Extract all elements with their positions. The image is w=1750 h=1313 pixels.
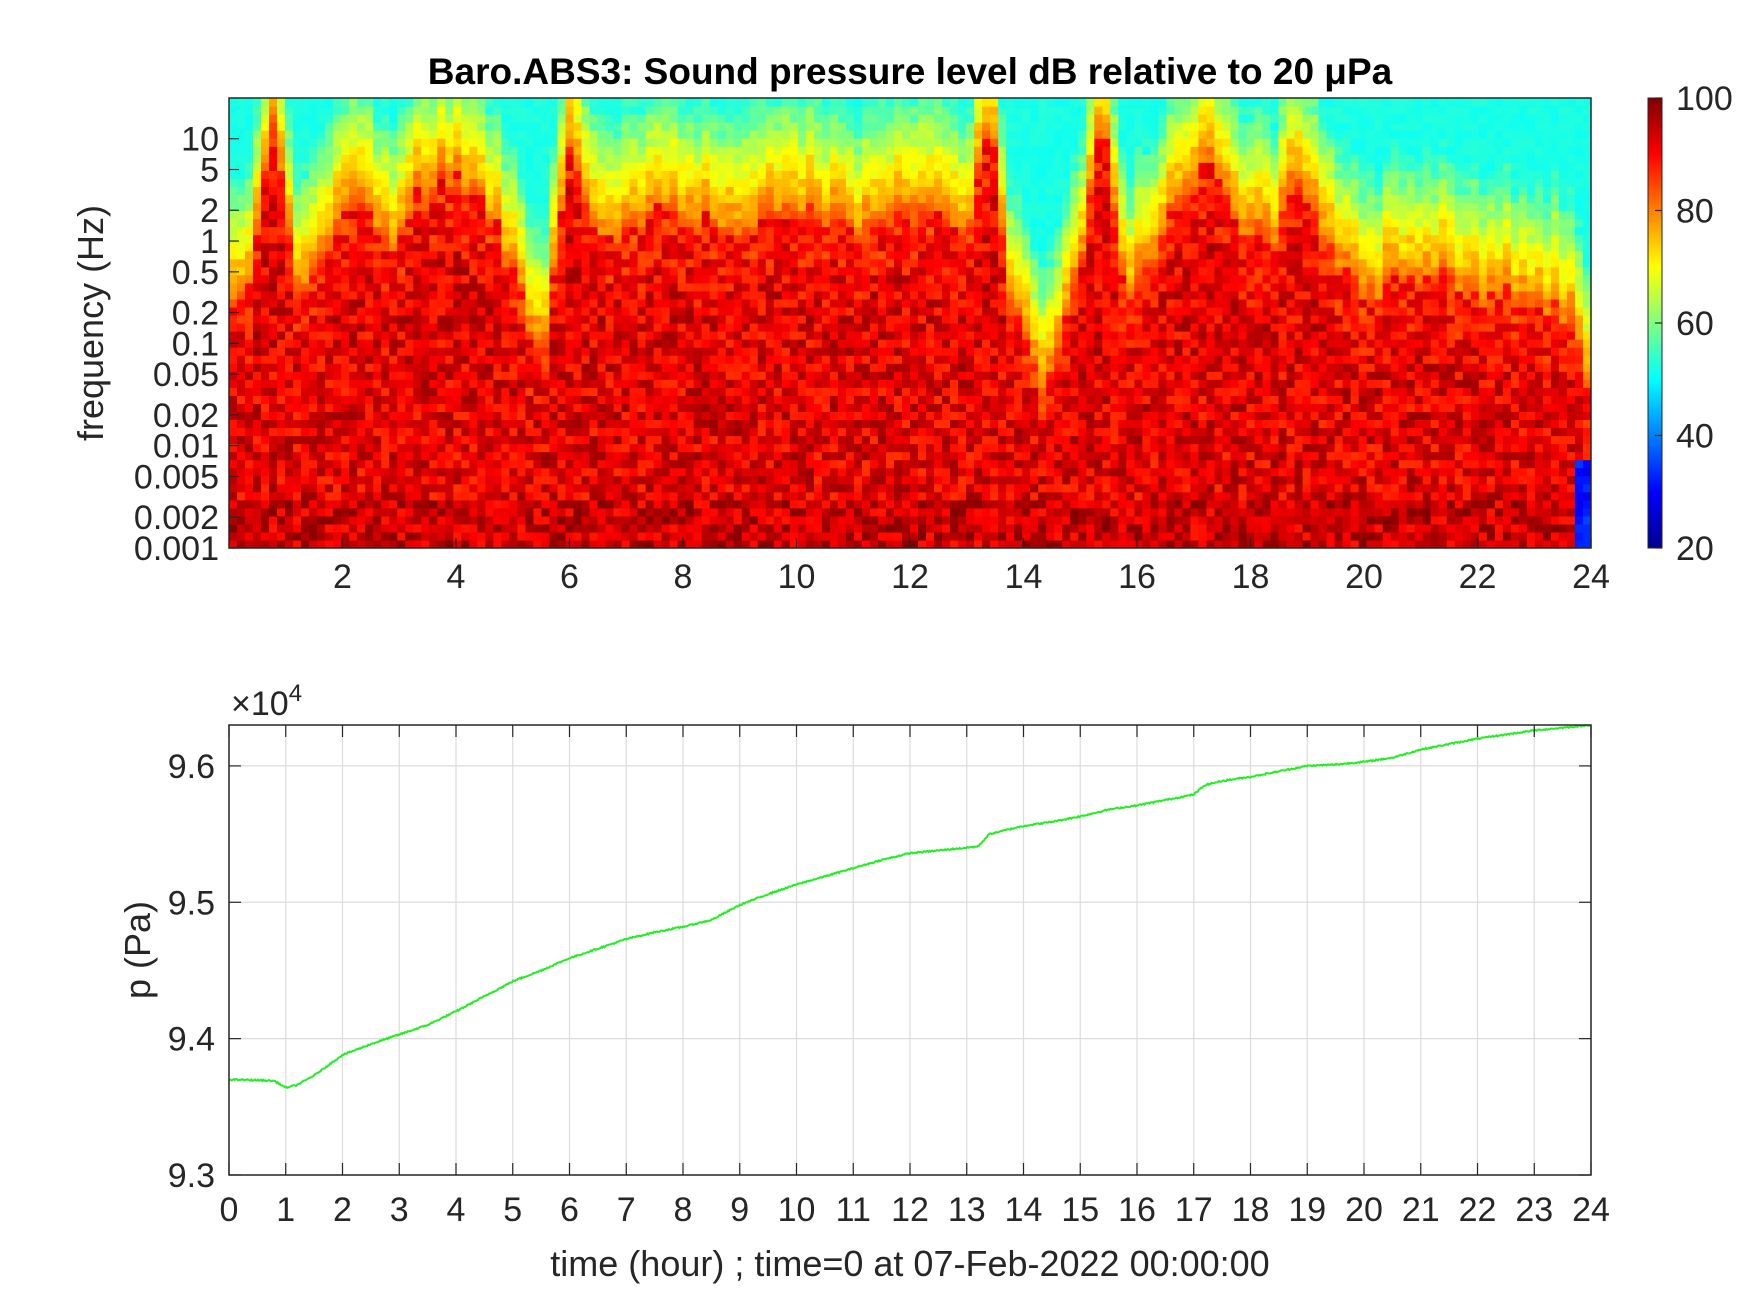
colorbar-tick-label: 60 xyxy=(1676,305,1714,343)
colorbar-tick-label: 40 xyxy=(1676,418,1714,456)
spectrogram-y-tick-label: 10 xyxy=(181,121,219,159)
spectrogram-x-tick-label: 18 xyxy=(1232,558,1270,596)
pressure-x-tick-label: 11 xyxy=(836,1191,871,1229)
pressure-series-line xyxy=(229,725,1591,1090)
pressure-y-tick-label: 9.3 xyxy=(168,1157,215,1195)
pressure-x-tick-label: 22 xyxy=(1459,1191,1497,1229)
pressure-x-tick-label: 21 xyxy=(1402,1191,1440,1229)
colorbar-tick-label: 20 xyxy=(1676,530,1714,568)
pressure-x-tick-label: 10 xyxy=(778,1191,816,1229)
spectrogram-y-tick-label: 5 xyxy=(200,152,219,190)
pressure-x-tick-label: 14 xyxy=(1005,1191,1043,1229)
spectrogram-y-ticks: 0.0010.0020.0050.010.020.050.10.20.51251… xyxy=(134,121,239,568)
pressure-x-tick-label: 20 xyxy=(1345,1191,1383,1229)
spectrogram-y-tick-label: 0.002 xyxy=(134,499,219,537)
spectrogram-x-tick-label: 6 xyxy=(560,558,579,596)
pressure-y-tick-label: 9.5 xyxy=(168,884,215,922)
pressure-x-label: time (hour) ; time=0 at 07-Feb-2022 00:0… xyxy=(550,1243,1269,1284)
spectrogram-y-tick-label: 0.2 xyxy=(172,295,219,333)
spectrogram-y-tick-label: 0.01 xyxy=(153,428,219,466)
spectrogram-y-tick-label: 0.1 xyxy=(172,325,219,363)
spectrogram-x-tick-label: 20 xyxy=(1345,558,1383,596)
spectrogram-y-tick-label: 1 xyxy=(200,223,219,261)
spectrogram-title: Baro.ABS3: Sound pressure level dB relat… xyxy=(428,51,1393,92)
pressure-y-tick-label: 9.6 xyxy=(168,748,215,786)
pressure-y-label: p (Pa) xyxy=(117,901,158,999)
pressure-x-tick-label: 23 xyxy=(1515,1191,1553,1229)
pressure-x-tick-label: 24 xyxy=(1572,1191,1610,1229)
pressure-x-tick-label: 18 xyxy=(1232,1191,1270,1229)
spectrogram-x-tick-label: 24 xyxy=(1572,558,1610,596)
spectrogram-x-tick-label: 16 xyxy=(1118,558,1156,596)
colorbar-ticks: 20 40 60 80 100 xyxy=(1655,80,1733,568)
spectrogram-x-ticks: 2 4 6 8 10 12 14 16 18 20 22 24 xyxy=(333,538,1610,596)
pressure-x-tick-label: 6 xyxy=(560,1191,579,1229)
colorbar-tick-label: 80 xyxy=(1676,193,1714,231)
pressure-y-tick-label: 9.4 xyxy=(168,1021,215,1059)
spectrogram-y-label: frequency (Hz) xyxy=(70,205,111,441)
pressure-x-tick-label: 3 xyxy=(390,1191,409,1229)
spectrogram-x-tick-label: 2 xyxy=(333,558,352,596)
pressure-x-tick-label: 5 xyxy=(503,1191,522,1229)
pressure-x-tick-label: 0 xyxy=(220,1191,239,1229)
spectrogram-heatmap xyxy=(229,98,1591,548)
pressure-x-tick-label: 8 xyxy=(674,1191,693,1229)
y-exponent-label: ×104 xyxy=(231,680,302,723)
spectrogram-y-tick-label: 0.001 xyxy=(134,530,219,568)
spectrogram-y-tick-label: 2 xyxy=(200,192,219,230)
pressure-x-tick-label: 15 xyxy=(1061,1191,1099,1229)
spectrogram-x-tick-label: 10 xyxy=(778,558,816,596)
pressure-x-tick-label: 12 xyxy=(891,1191,929,1229)
spectrogram-y-tick-label: 0.5 xyxy=(172,254,219,292)
pressure-x-ticks: 0 1 2 3 4 5 6 7 8 9 10 11 12 13 14 15 16 17 18 19 20 21 22 23 24 xyxy=(220,725,1610,1229)
pressure-x-tick-label: 13 xyxy=(948,1191,986,1229)
spectrogram-y-tick-label: 0.02 xyxy=(153,397,219,435)
spectrogram-x-tick-label: 8 xyxy=(674,558,693,596)
pressure-x-tick-label: 2 xyxy=(333,1191,352,1229)
pressure-x-tick-label: 16 xyxy=(1118,1191,1156,1229)
spectrogram-x-tick-label: 14 xyxy=(1005,558,1043,596)
pressure-x-tick-label: 19 xyxy=(1288,1191,1326,1229)
pressure-x-tick-label: 9 xyxy=(730,1191,749,1229)
pressure-x-tick-label: 4 xyxy=(447,1191,466,1229)
colorbar-tick-label: 100 xyxy=(1676,80,1733,118)
pressure-y-ticks: 9.3 9.4 9.5 9.6 xyxy=(168,748,1591,1195)
spectrogram-y-tick-label: 0.005 xyxy=(134,458,219,496)
spectrogram-x-tick-label: 4 xyxy=(447,558,466,596)
spectrogram-y-tick-label: 0.05 xyxy=(153,356,219,394)
pressure-x-tick-label: 17 xyxy=(1175,1191,1213,1229)
spectrogram-x-tick-label: 22 xyxy=(1459,558,1497,596)
spectrogram-x-tick-label: 12 xyxy=(891,558,929,596)
pressure-x-tick-label: 1 xyxy=(276,1191,295,1229)
pressure-grid xyxy=(228,725,1592,1176)
pressure-x-tick-label: 7 xyxy=(617,1191,636,1229)
